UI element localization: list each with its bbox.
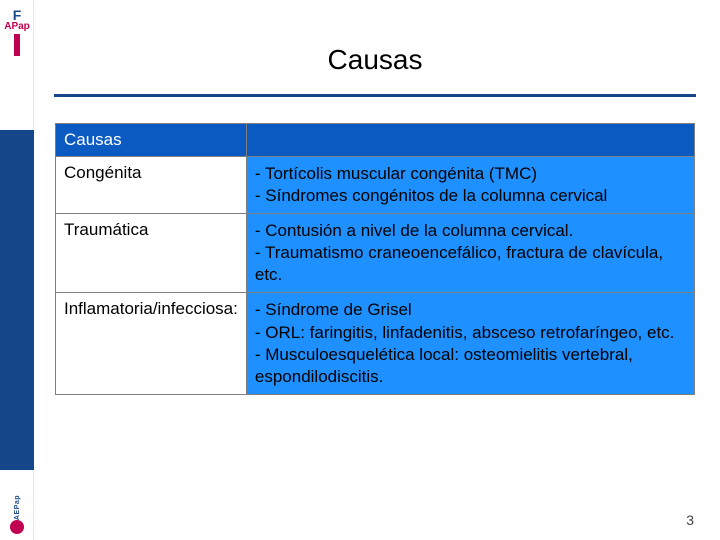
sidebar: F APap AEPap: [0, 0, 34, 540]
causes-table: Causas Congénita - Tortícolis muscular c…: [55, 123, 695, 395]
description-cell: - Tortícolis muscular congénita (TMC)- S…: [246, 157, 694, 214]
table-row: Inflamatoria/infecciosa: - Síndrome de G…: [56, 293, 695, 394]
page-title: Causas: [54, 44, 696, 76]
table-row: Traumática - Contusión a nivel de la col…: [56, 214, 695, 293]
logo-bar-icon: [14, 34, 20, 56]
table-header-right: [246, 124, 694, 157]
category-cell: Congénita: [56, 157, 247, 214]
page-number: 3: [686, 512, 694, 528]
category-cell: Traumática: [56, 214, 247, 293]
table-header-row: Causas: [56, 124, 695, 157]
description-cell: - Síndrome de Grisel- ORL: faringitis, l…: [246, 293, 694, 394]
description-cell: - Contusión a nivel de la columna cervic…: [246, 214, 694, 293]
logo-aepap: AEPap: [2, 480, 32, 536]
logo-letter: F: [13, 8, 22, 22]
logo-dot-icon: [10, 520, 24, 534]
category-cell: Inflamatoria/infecciosa:: [56, 293, 247, 394]
sidebar-stripe: [0, 130, 34, 470]
table-row: Congénita - Tortícolis muscular congénit…: [56, 157, 695, 214]
table-header-left: Causas: [56, 124, 247, 157]
content-area: Causas Causas Congénita - Tortícolis mus…: [34, 0, 720, 540]
title-divider: [54, 94, 696, 97]
logo-bottom-text: AEPap: [14, 495, 21, 520]
logo-fapap: F APap: [2, 8, 32, 68]
logo-suffix: APap: [4, 22, 30, 32]
